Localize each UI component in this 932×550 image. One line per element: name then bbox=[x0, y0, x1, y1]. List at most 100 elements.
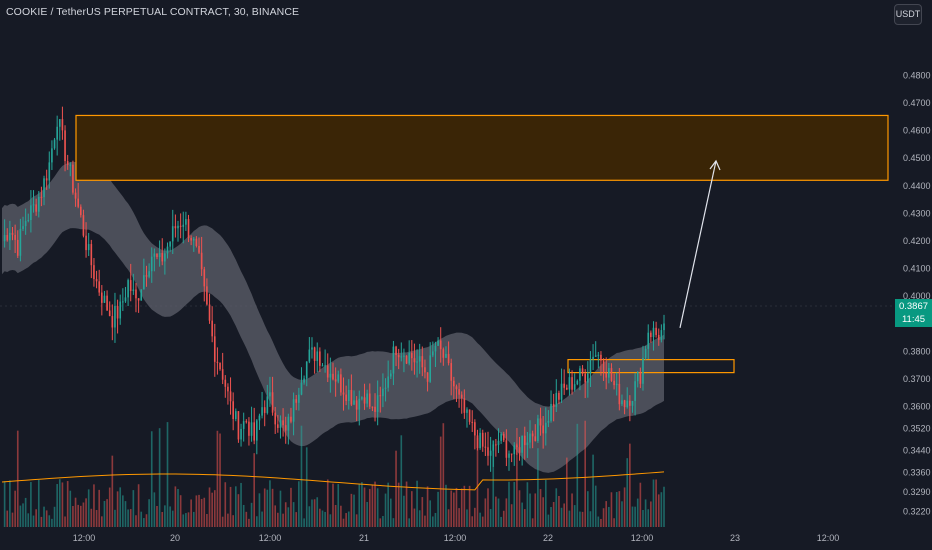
candle-body bbox=[240, 428, 242, 440]
candle-body bbox=[287, 416, 290, 431]
currency-button[interactable]: USDT bbox=[894, 4, 922, 25]
candle-body bbox=[529, 433, 531, 443]
candle-body bbox=[114, 306, 116, 328]
candle-body bbox=[345, 394, 347, 401]
volume-bar bbox=[644, 499, 647, 527]
candle-body bbox=[584, 373, 587, 383]
price-tick-label: 0.3520 bbox=[903, 424, 931, 434]
volume-bar bbox=[77, 504, 79, 527]
support-zone[interactable] bbox=[567, 359, 735, 374]
volume-bar bbox=[613, 518, 615, 527]
volume-bar bbox=[631, 506, 634, 527]
volume-bar bbox=[615, 492, 618, 527]
target-arrow[interactable] bbox=[679, 159, 721, 329]
volume-bar bbox=[387, 482, 389, 527]
candle-body bbox=[9, 232, 11, 241]
volume-bar bbox=[263, 488, 266, 527]
candle-body bbox=[158, 253, 161, 258]
candle-body bbox=[355, 400, 358, 410]
volume-bar bbox=[316, 497, 319, 527]
candle-body bbox=[495, 444, 497, 446]
volume-bar bbox=[237, 494, 240, 527]
candle-body bbox=[258, 415, 261, 421]
volume-bar bbox=[253, 453, 256, 527]
candle-body bbox=[95, 279, 98, 282]
candle-body bbox=[213, 336, 216, 362]
candle-body bbox=[353, 400, 355, 405]
candle-body bbox=[116, 306, 119, 319]
time-tick-label: 12:00 bbox=[631, 533, 654, 543]
resistance-zone[interactable] bbox=[75, 114, 889, 181]
candle-body bbox=[279, 420, 282, 428]
candle-body bbox=[337, 374, 340, 382]
candle-body bbox=[416, 361, 418, 363]
candle-body bbox=[111, 316, 114, 328]
candle-body bbox=[537, 418, 539, 441]
volume-bar bbox=[174, 486, 177, 527]
volume-bar bbox=[248, 518, 250, 527]
candle-body bbox=[361, 397, 363, 399]
volume-bar bbox=[287, 507, 290, 527]
volume-bar bbox=[319, 508, 321, 527]
candle-body bbox=[463, 398, 466, 413]
volume-bar bbox=[90, 508, 93, 527]
volume-bar bbox=[329, 514, 332, 527]
candle-body bbox=[663, 323, 665, 331]
volume-bar bbox=[495, 496, 497, 527]
candle-body bbox=[161, 253, 164, 262]
volume-bar bbox=[303, 518, 305, 527]
candle-body bbox=[208, 304, 211, 321]
volume-bar bbox=[213, 490, 216, 527]
candle-body bbox=[122, 301, 124, 303]
candle-body bbox=[237, 411, 240, 440]
candle-body bbox=[153, 253, 156, 257]
candle-body bbox=[481, 432, 484, 447]
volume-bar bbox=[650, 501, 652, 527]
volume-bar bbox=[206, 514, 208, 527]
volume-bar bbox=[219, 433, 221, 527]
target-arrow-head bbox=[709, 159, 721, 171]
volume-bar bbox=[542, 497, 544, 527]
candle-body bbox=[479, 432, 481, 449]
volume-bar bbox=[274, 505, 277, 527]
candle-body bbox=[568, 377, 571, 390]
volume-bar bbox=[392, 518, 395, 527]
time-axis[interactable]: 12:00 20 12:00 21 12:00 22 12:00 23 12:00 bbox=[73, 533, 840, 543]
price-tick-label: 0.4200 bbox=[903, 236, 931, 246]
volume-bar bbox=[185, 513, 187, 527]
volume-bar bbox=[48, 515, 51, 527]
candle-body bbox=[650, 332, 652, 338]
candle-body bbox=[203, 269, 206, 287]
volume-bar bbox=[458, 508, 460, 527]
volume-bar bbox=[216, 430, 219, 527]
volume-bar bbox=[195, 495, 198, 527]
candle-body bbox=[3, 235, 6, 242]
volume-bar bbox=[447, 509, 450, 527]
price-tick-label: 0.3600 bbox=[903, 402, 931, 412]
candle-body bbox=[27, 219, 30, 221]
volume-bar bbox=[98, 489, 101, 527]
volume-bar bbox=[69, 490, 72, 527]
candle-body bbox=[453, 380, 455, 387]
volume-bar bbox=[103, 500, 106, 527]
candle-body bbox=[43, 178, 45, 198]
volume-bar bbox=[211, 492, 213, 527]
volume-bar bbox=[439, 436, 442, 527]
volume-bar bbox=[256, 516, 258, 527]
candle-body bbox=[382, 388, 384, 397]
volume-bar bbox=[547, 514, 550, 527]
candle-body bbox=[6, 235, 9, 241]
candle-body bbox=[647, 332, 650, 349]
volume-bar bbox=[27, 513, 30, 527]
candle-body bbox=[558, 392, 560, 400]
candle-body bbox=[605, 372, 608, 378]
volume-bar bbox=[463, 485, 466, 527]
candle-body bbox=[24, 220, 27, 227]
volume-bar bbox=[19, 505, 22, 527]
volume-bar bbox=[663, 486, 665, 527]
candle-body bbox=[61, 119, 64, 131]
volume-bar bbox=[16, 430, 19, 527]
volume-bar bbox=[500, 516, 502, 527]
candle-body bbox=[421, 356, 424, 368]
